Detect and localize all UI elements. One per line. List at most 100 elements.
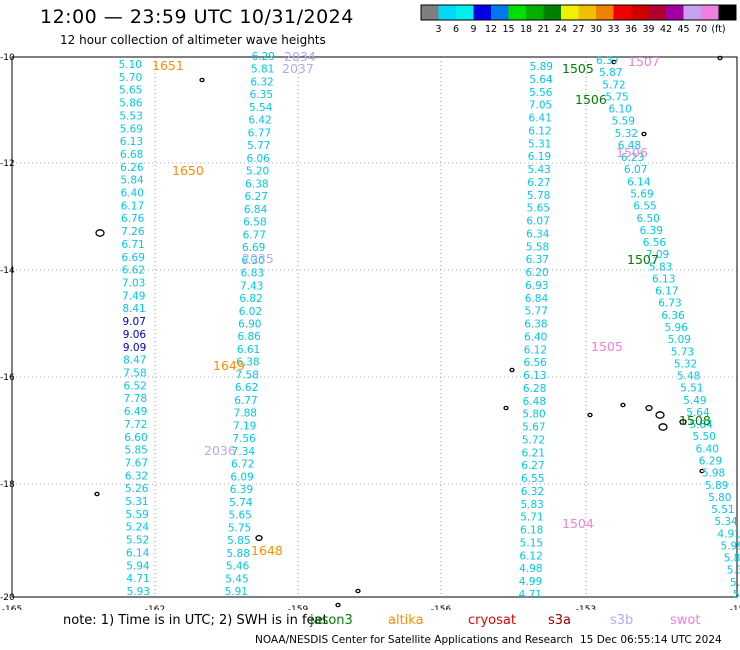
swh-value: 6.77	[243, 229, 266, 241]
swh-value: 5.45	[225, 573, 248, 585]
swh-value: 6.17	[121, 200, 144, 212]
swh-value: 5.58	[526, 241, 549, 253]
swh-value: 5.98	[702, 468, 725, 480]
swh-value: 7.19	[233, 420, 256, 432]
swh-value: 5.54	[249, 102, 273, 114]
colorbar-swatch	[508, 5, 526, 20]
swh-value: 6.17	[655, 286, 678, 298]
pass-number-label: 2036	[204, 443, 236, 458]
swh-value: 4.99	[519, 576, 542, 588]
y-tick-label: -10	[0, 53, 15, 63]
swh-value: 6.29	[699, 456, 722, 468]
swh-value: 6.30	[241, 255, 264, 267]
swh-value: 5.80	[708, 492, 731, 504]
pass-number-label: 1650	[172, 163, 204, 178]
swh-value: 5.67	[522, 422, 545, 434]
x-tick-label: -15	[730, 605, 740, 610]
colorbar-label: (ft)	[711, 24, 725, 35]
swh-value: 7.56	[232, 433, 256, 445]
swh-value: 4.98	[519, 563, 542, 575]
swh-value: 6.13	[120, 136, 143, 148]
swh-value: 5.73	[671, 346, 694, 358]
footer-note: note: 1) Time is in UTC; 2) SWH is in fe…	[63, 613, 328, 628]
legend-jason3: jason3	[310, 613, 353, 628]
swh-value: 6.40	[121, 188, 144, 200]
swh-value: 6.23	[621, 152, 644, 164]
pass-number-label: 2037	[282, 61, 314, 76]
swh-value: 5.94	[126, 560, 150, 572]
swh-value: 6.50	[636, 213, 659, 225]
colorbar-swatch	[543, 5, 561, 20]
swh-value: 5.59	[612, 116, 635, 128]
swh-value: 5.65	[228, 510, 251, 522]
colorbar-label: 30	[590, 24, 602, 35]
swh-value: 6.84	[244, 204, 268, 216]
swh-value: 6.61	[237, 344, 260, 356]
swh-value: 5.91	[225, 586, 248, 598]
swh-value: 5.10	[119, 59, 142, 71]
swh-value: 6.72	[231, 459, 254, 471]
y-tick-label: -18	[0, 480, 15, 490]
swh-value: 7.88	[234, 408, 257, 420]
swh-value: 5.93	[127, 586, 150, 598]
colorbar-swatch	[438, 5, 456, 20]
island-outline	[679, 418, 687, 426]
swh-value: 6.38	[524, 319, 547, 331]
swh-value: 6.56	[643, 237, 667, 249]
swh-value: 5.80	[522, 409, 545, 421]
colorbar-label: 42	[660, 24, 672, 35]
colorbar-label: 9	[470, 24, 476, 35]
swh-value: 6.55	[521, 473, 544, 485]
pass-number-label: 2034	[284, 49, 316, 64]
swh-value: 5.83	[649, 261, 672, 273]
pass-number-label: 1505	[562, 61, 594, 76]
swh-value: 7.34	[232, 446, 256, 458]
swh-value: 6.13	[652, 273, 675, 285]
swh-value: 6.40	[696, 443, 719, 455]
swh-value: 7.03	[122, 278, 145, 290]
swh-value: 6.27	[527, 177, 550, 189]
swh-value: 5.83	[520, 499, 543, 511]
swh-value: 5.24	[126, 522, 150, 534]
legend-s3a: s3a	[548, 613, 572, 628]
pass-number-label: 1507	[628, 54, 660, 69]
swh-value: 7.67	[125, 457, 148, 469]
swh-value: 6.42	[248, 115, 271, 127]
colorbar-swatch	[473, 5, 491, 20]
swh-value: 5.20	[246, 166, 269, 178]
colorbar-label: 12	[485, 24, 497, 35]
swh-value: 4.91	[717, 528, 740, 540]
swh-value: 6.27	[521, 460, 544, 472]
colorbar-label: 39	[642, 24, 654, 35]
swh-value: 5.72	[522, 434, 545, 446]
swh-value: 5.86	[119, 98, 143, 110]
swh-value: 4.71	[126, 573, 149, 585]
x-tick-label: -153	[576, 605, 596, 610]
island-outline	[645, 404, 653, 412]
legend-cryosat: cryosat	[468, 613, 516, 628]
swh-value: 5.52	[126, 535, 149, 547]
island-outline	[611, 59, 617, 65]
swh-value: 6.71	[121, 239, 144, 251]
swh-value: 6.28	[523, 383, 546, 395]
colorbar-swatch	[648, 5, 666, 20]
swh-value: 5.71	[520, 512, 543, 524]
swh-value: 5.46	[226, 561, 250, 573]
swh-value: 6.32	[125, 470, 148, 482]
page-title: 12:00 — 23:59 UTC 10/31/2024	[40, 6, 354, 28]
colorbar-swatch	[718, 5, 736, 20]
pass-number-label: 1505	[591, 339, 623, 354]
swh-value: 6.55	[633, 201, 656, 213]
legend-swot: swot	[670, 613, 701, 628]
swh-value: 6.38	[245, 178, 268, 190]
swh-value: 5.89	[530, 61, 553, 73]
swh-value: 6.82	[239, 293, 262, 305]
island-outline	[655, 411, 665, 419]
swh-value: 6.10	[608, 104, 631, 116]
map-frame	[11, 56, 738, 598]
swh-value: 6.18	[520, 525, 543, 537]
swh-value: 6.02	[239, 306, 262, 318]
swh-value: 6.36	[661, 310, 685, 322]
colorbar-swatch	[613, 5, 631, 20]
